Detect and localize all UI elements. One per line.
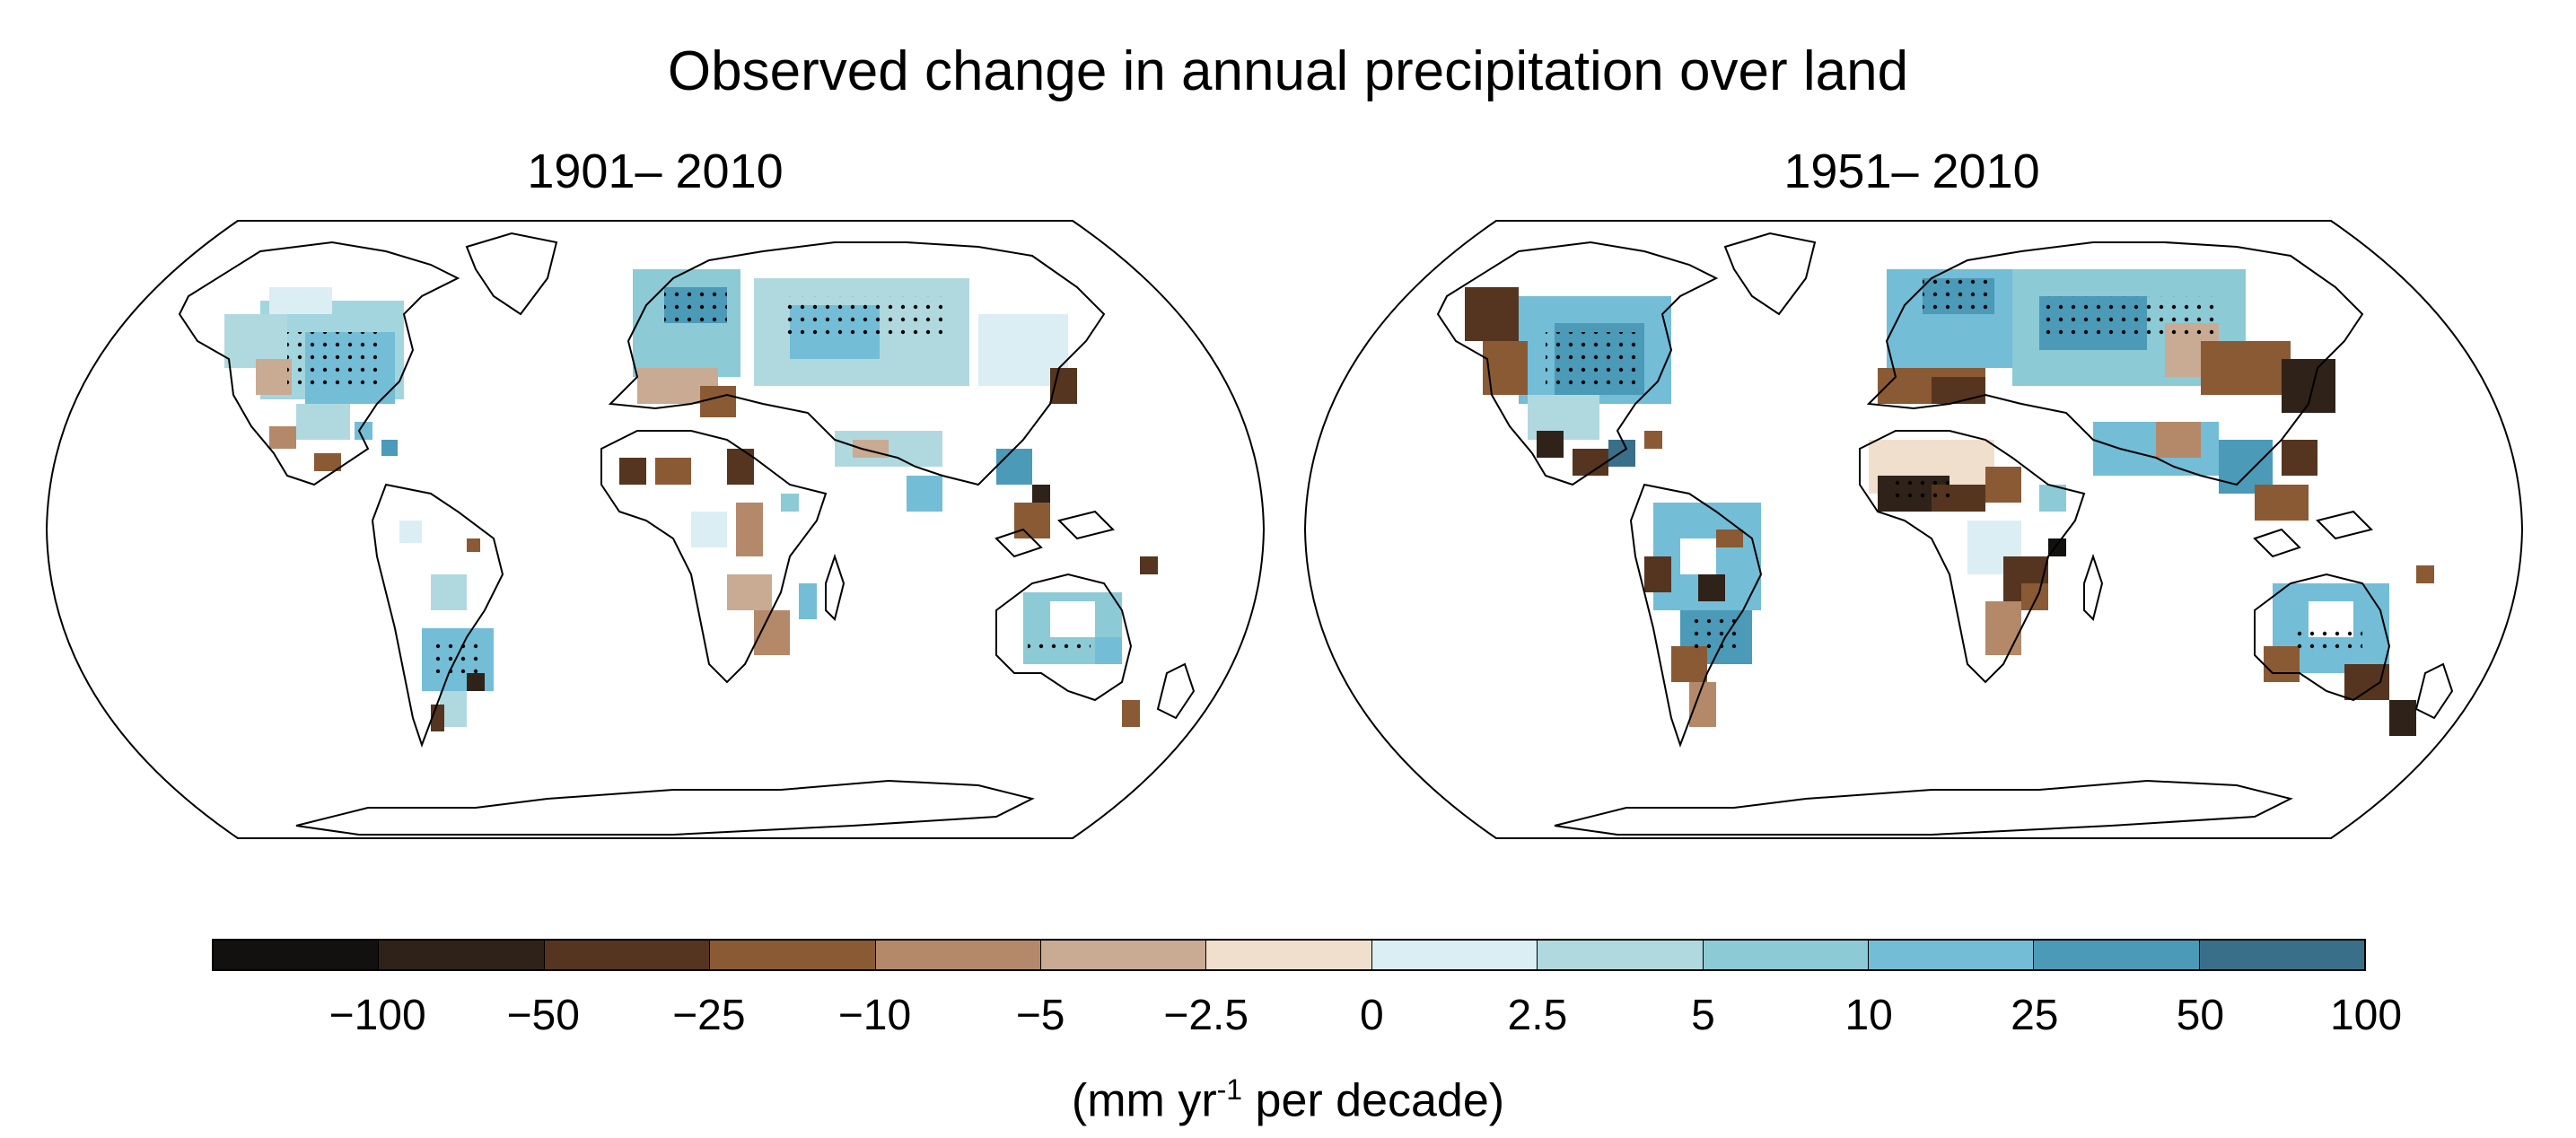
colorbar-tick-label: 100 (2329, 992, 2403, 1039)
colorbar-tick-label: −100 (329, 992, 426, 1039)
colorbar-swatch (1040, 941, 1207, 969)
map-frame-1951 (1303, 220, 2524, 839)
colorbar-swatch (379, 941, 545, 969)
colorbar-tick-label: −50 (506, 992, 580, 1039)
colorbar-units: (mm yr-1 per decade) (0, 1073, 2576, 1127)
colorbar-tick-label: 50 (2176, 992, 2225, 1039)
colorbar-tick-label: −10 (837, 992, 912, 1039)
map-1951-2010 (1303, 220, 2524, 839)
units-exponent: -1 (1216, 1073, 1243, 1106)
colorbar-tick-label: 5 (1691, 992, 1715, 1039)
map-1901-2010 (45, 220, 1266, 839)
colorbar-tick-label: −2.5 (1163, 992, 1249, 1039)
map-frame-1901 (45, 220, 1266, 839)
colorbar-swatch (1538, 941, 1704, 969)
colorbar-ticks: −100 −50 −25 −10 −5 −2.5 0 2.5 5 10 25 50 100 (212, 991, 2403, 1045)
colorbar-tick-label: 25 (2011, 992, 2059, 1039)
units-suffix: per decade) (1242, 1074, 1505, 1127)
coastlines-1951 (1436, 232, 2454, 836)
colorbar-swatch (1371, 941, 1538, 969)
colorbar-tick-label: −5 (1015, 992, 1065, 1039)
colorbar-swatch (875, 941, 1041, 969)
panel-title-1901-2010: 1901– 2010 (527, 144, 784, 198)
units-prefix: (mm yr (1071, 1074, 1217, 1127)
colorbar-tick-label: 10 (1844, 992, 1893, 1039)
colorbar-tick-label: 0 (1359, 992, 1384, 1039)
colorbar-tick-label: −25 (672, 992, 746, 1039)
colorbar-swatch (1703, 941, 1869, 969)
precip-grid-1951 (1465, 269, 2434, 736)
colorbar-swatch (1206, 941, 1372, 969)
colorbar-swatch (710, 941, 876, 969)
colorbar-swatch (544, 941, 711, 969)
colorbar-tick-label: 2.5 (1507, 992, 1568, 1039)
colorbar-swatch (1868, 941, 2035, 969)
panel-title-1951-2010: 1951– 2010 (1783, 144, 2040, 198)
precip-grid-1901 (224, 269, 1158, 731)
coastlines-1901 (178, 232, 1196, 836)
figure-title: Observed change in annual precipitation … (667, 40, 1909, 102)
colorbar-swatch (214, 941, 380, 969)
colorbar (212, 939, 2366, 971)
colorbar-swatch (2034, 941, 2200, 969)
colorbar-swatch (2199, 941, 2365, 969)
